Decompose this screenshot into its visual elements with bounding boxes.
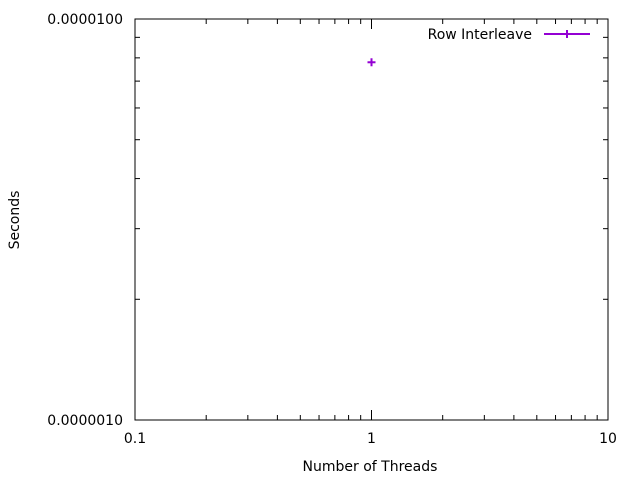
y-tick-label: 0.0000100 [47, 12, 123, 28]
y-tick-labels: 0.0000010 0.0000100 [47, 12, 123, 429]
legend: Row Interleave [428, 27, 590, 43]
legend-marker [563, 30, 571, 38]
x-tick-labels: 0.1 1 10 [124, 431, 617, 447]
major-ticks [134, 18, 609, 421]
x-axis-label: Number of Threads [303, 459, 438, 475]
x-tick-label: 1 [367, 431, 376, 447]
x-tick-label: 10 [599, 431, 617, 447]
data-point [367, 58, 376, 67]
series-layer [367, 58, 376, 67]
minor-ticks [135, 19, 608, 420]
x-tick-label: 0.1 [124, 431, 146, 447]
y-axis-label: Seconds [7, 191, 23, 250]
legend-label: Row Interleave [428, 27, 532, 43]
y-tick-label: 0.0000010 [47, 413, 123, 429]
plot-frame [134, 18, 609, 421]
